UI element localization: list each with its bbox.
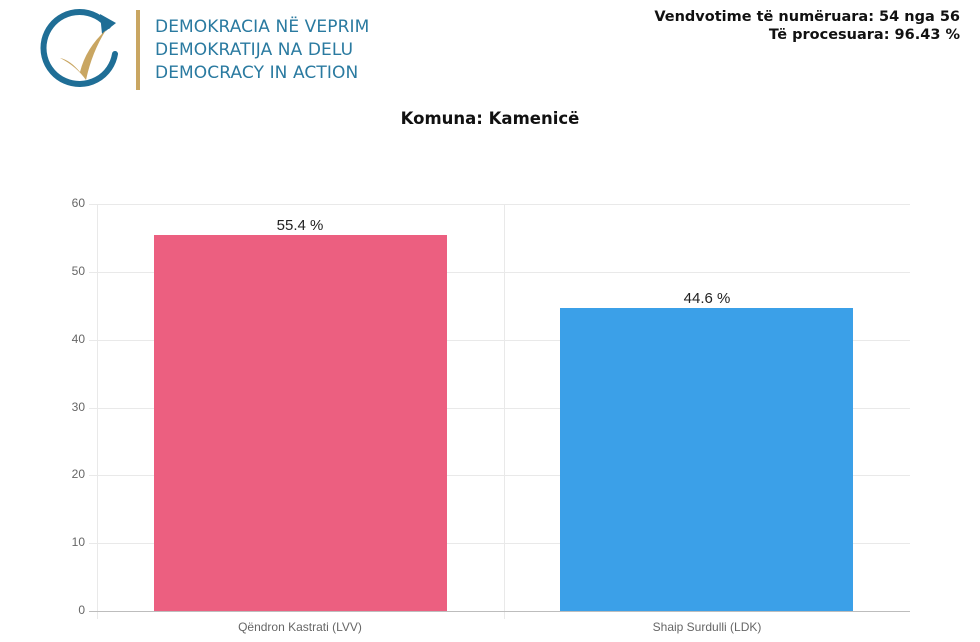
logo-line-albanian: DEMOKRACIA NË VEPRIM (155, 17, 370, 37)
processed-percent: Të procesuara: 96.43 % (768, 27, 960, 43)
gridline-horizontal (89, 408, 910, 409)
counting-stats: Vendvotime të numëruara: 54 nga 56 Të pr… (654, 8, 960, 44)
logo-line-english: DEMOCRACY IN ACTION (155, 63, 359, 83)
bar-2 (560, 308, 853, 611)
gridline-horizontal (89, 475, 910, 476)
polling-stations-counted: Vendvotime të numëruara: 54 nga 56 (654, 9, 960, 25)
gridline-vertical (504, 204, 505, 619)
logo-divider (136, 10, 140, 90)
circular-arrow-checkmark-icon (40, 9, 118, 87)
gridline-horizontal (89, 204, 910, 205)
x-axis-line (89, 611, 910, 612)
y-tick-label: 40 (71, 332, 85, 346)
gridline-horizontal (89, 543, 910, 544)
x-tick-label: Qëndron Kastrati (LVV) (238, 620, 362, 634)
y-tick-label: 60 (71, 196, 85, 210)
y-tick-label: 0 (78, 603, 85, 617)
bar-value-label: 55.4 % (276, 217, 324, 234)
y-tick-label: 50 (71, 264, 85, 278)
y-tick-label: 30 (71, 400, 85, 414)
logo-line-serbian: DEMOKRATIJA NA DELU (155, 40, 354, 60)
logo-text: DEMOKRACIA NË VEPRIM DEMOKRATIJA NA DELU… (155, 16, 369, 85)
x-tick-label: Shaip Surdulli (LDK) (652, 620, 762, 634)
bar-1 (154, 235, 447, 611)
chart-title: Komuna: Kamenicë (400, 109, 580, 128)
gridline-vertical (97, 204, 98, 619)
gridline-horizontal (89, 340, 910, 341)
y-tick-label: 10 (71, 535, 85, 549)
y-tick-label: 20 (71, 467, 85, 481)
bar-value-label: 44.6 % (683, 290, 731, 307)
logo: DEMOKRACIA NË VEPRIM DEMOKRATIJA NA DELU… (36, 8, 376, 92)
gridline-horizontal (89, 272, 910, 273)
